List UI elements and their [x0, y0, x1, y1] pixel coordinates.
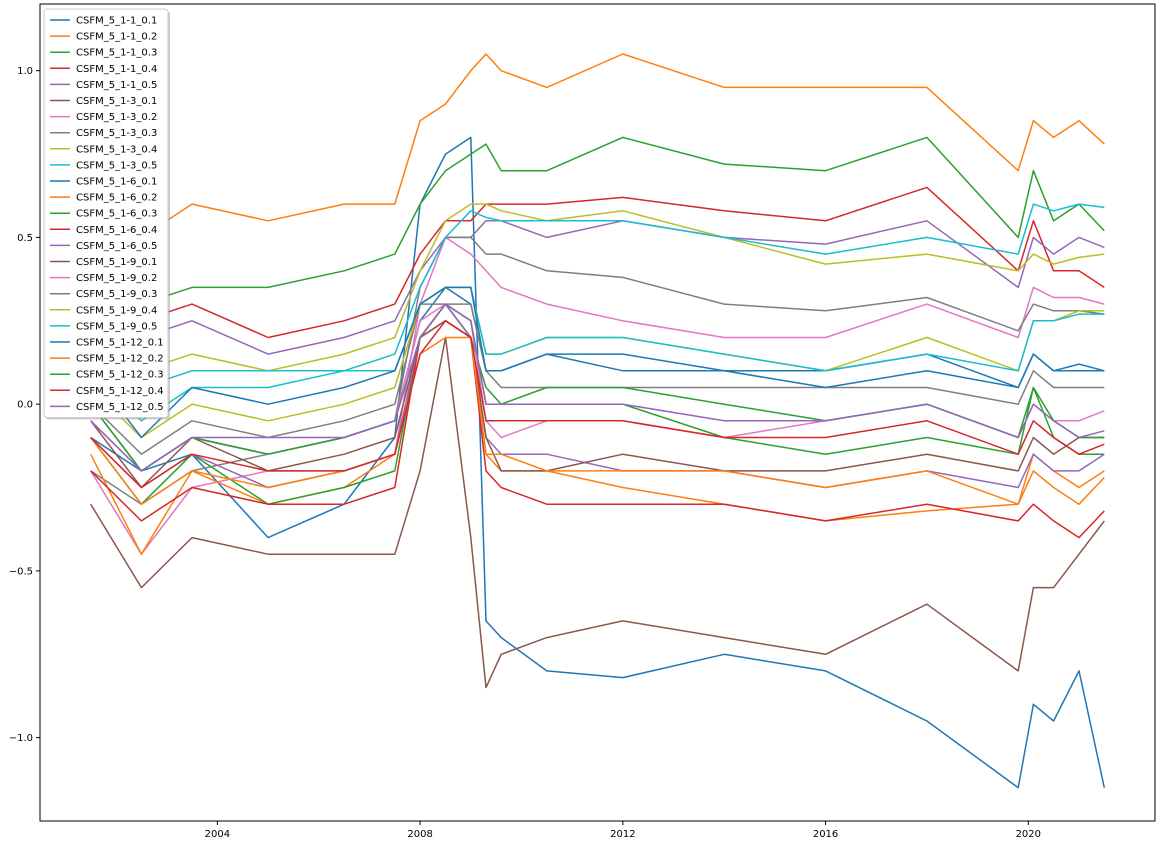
series-line-18 [90, 303, 1105, 455]
legend-entry: CSFM_5_1-1_0.4 [76, 64, 157, 75]
series-line-20 [90, 286, 1105, 422]
series-line-25 [90, 303, 1105, 472]
series-line-2 [90, 53, 1105, 239]
series-line-10 [90, 203, 1105, 389]
legend-entry: CSFM_5_1-12_0.4 [76, 386, 164, 397]
y-tick-label: 0.5 [17, 233, 33, 244]
legend-entry: CSFM_5_1-9_0.5 [76, 321, 157, 332]
legend-entry: CSFM_5_1-6_0.5 [76, 241, 157, 252]
series-line-22 [90, 336, 1105, 505]
legend-entry: CSFM_5_1-6_0.3 [76, 209, 157, 220]
series-line-12 [90, 303, 1105, 555]
legend-entry: CSFM_5_1-3_0.2 [76, 112, 157, 123]
series-line-6 [90, 336, 1105, 689]
legend-entry: CSFM_5_1-3_0.4 [76, 144, 157, 155]
x-tick-label: 2008 [407, 829, 432, 840]
x-tick-label: 2016 [813, 829, 838, 840]
legend-entry: CSFM_5_1-3_0.3 [76, 128, 157, 139]
legend-entry: CSFM_5_1-9_0.4 [76, 305, 157, 316]
series-line-19 [90, 286, 1105, 439]
x-tick-label: 2020 [1016, 829, 1041, 840]
plot-area [39, 3, 1156, 822]
x-axis: 2004 2008 2012 2016 2020 [205, 821, 1041, 840]
y-tick-label: −1.0 [9, 733, 33, 744]
series-line-4 [90, 186, 1105, 339]
legend-entry: CSFM_5_1-6_0.1 [76, 177, 157, 188]
legend: CSFM_5_1-1_0.1 CSFM_5_1-1_0.2 CSFM_5_1-1_0… [43, 8, 170, 420]
legend-box [43, 8, 169, 418]
series-line-1 [90, 136, 1106, 789]
series-line-14 [90, 320, 1105, 539]
plot-border [39, 3, 1156, 822]
y-tick-label: −0.5 [9, 566, 33, 577]
series-line-16 [90, 320, 1105, 489]
legend-entry: CSFM_5_1-6_0.2 [76, 193, 157, 204]
y-tick-label: 0.0 [17, 400, 33, 411]
series-line-9 [90, 203, 1105, 372]
legend-entry: CSFM_5_1-12_0.5 [76, 402, 164, 413]
series-layer [90, 53, 1106, 789]
x-tick-label: 2012 [610, 829, 635, 840]
legend-entry: CSFM_5_1-1_0.1 [76, 16, 157, 27]
y-tick-label: 1.0 [17, 66, 33, 77]
legend-entry: CSFM_5_1-12_0.1 [76, 338, 164, 349]
y-axis: 1.0 0.5 0.0 −0.5 −1.0 [9, 66, 40, 744]
series-line-7 [90, 236, 1105, 555]
series-line-3 [90, 136, 1105, 305]
series-line-24 [90, 320, 1105, 489]
x-tick-label: 2004 [205, 829, 230, 840]
legend-entry: CSFM_5_1-12_0.2 [76, 354, 164, 365]
legend-entry: CSFM_5_1-9_0.3 [76, 289, 157, 300]
legend-entry: CSFM_5_1-3_0.1 [76, 96, 157, 107]
legend-entry: CSFM_5_1-1_0.3 [76, 48, 157, 59]
legend-entry: CSFM_5_1-12_0.3 [76, 370, 164, 381]
legend-entry: CSFM_5_1-9_0.2 [76, 273, 157, 284]
legend-entry: CSFM_5_1-1_0.5 [76, 80, 157, 91]
legend-entry: CSFM_5_1-1_0.2 [76, 32, 157, 43]
series-line-21 [90, 286, 1105, 439]
legend-entry: CSFM_5_1-9_0.1 [76, 257, 157, 268]
legend-entry: CSFM_5_1-3_0.5 [76, 160, 157, 171]
legend-entry: CSFM_5_1-6_0.4 [76, 225, 157, 236]
